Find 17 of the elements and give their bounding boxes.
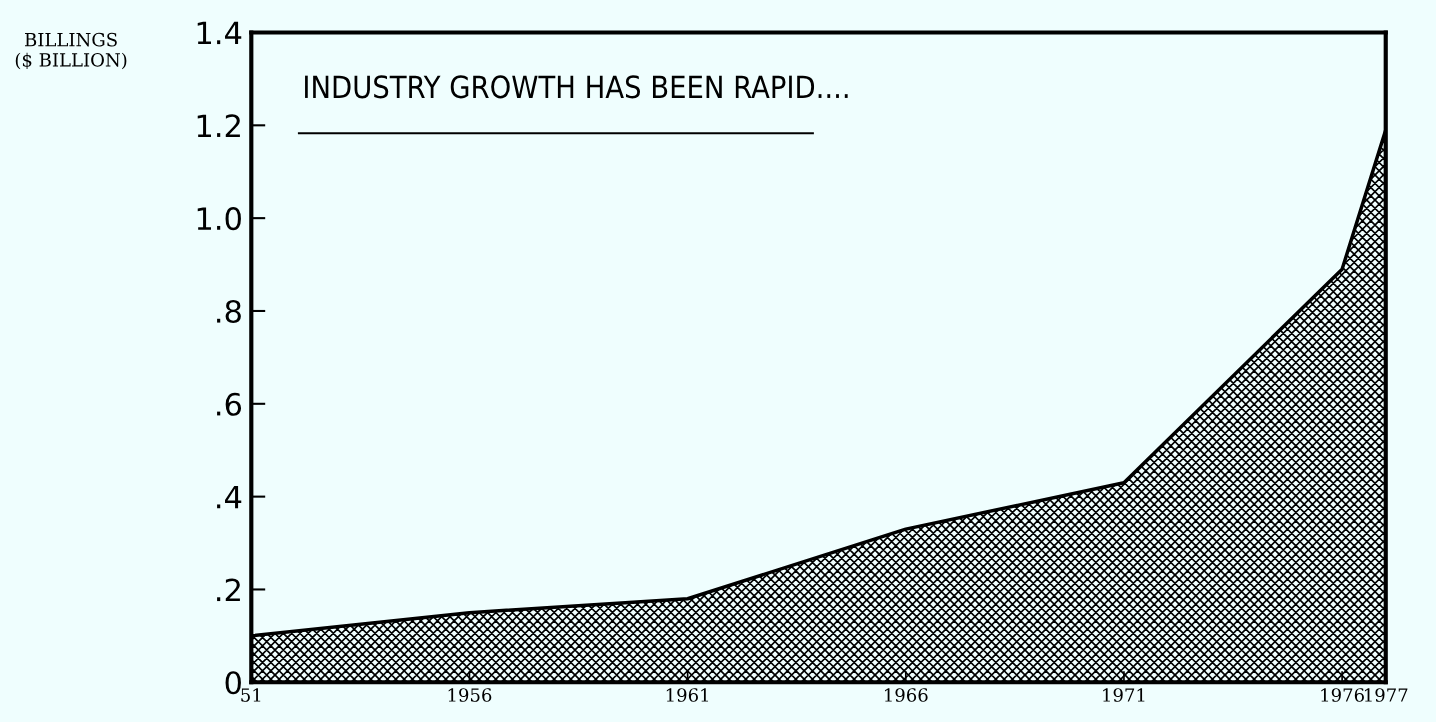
y-tick-label: 0 xyxy=(225,671,241,695)
text: INDUSTRY GROWTH HAS BEEN RAPID.... xyxy=(305,75,848,99)
x-tick-label: 1977 xyxy=(1364,688,1408,702)
x-tick-label: 1971 xyxy=(1103,688,1145,702)
x-tick-label: 1966 xyxy=(885,688,928,702)
y-tick-label: .2 xyxy=(217,578,240,602)
y-tick-label: 1.4 xyxy=(197,21,242,45)
x-tick-label: 1961 xyxy=(666,688,709,702)
x-tick-label: 1956 xyxy=(448,688,492,702)
x-tick-label: 51 xyxy=(241,688,261,702)
y-axis-title: BILLINGS ($ BILLION) xyxy=(15,32,127,70)
y-tick-label: 1.0 xyxy=(197,207,241,231)
y-tick-label: .4 xyxy=(217,485,242,509)
y-tick-label: 1.2 xyxy=(197,114,240,137)
x-tick-label: 1976 xyxy=(1321,688,1364,702)
y-tick-label: .8 xyxy=(217,299,241,324)
y-tick-label: .6 xyxy=(217,392,242,416)
